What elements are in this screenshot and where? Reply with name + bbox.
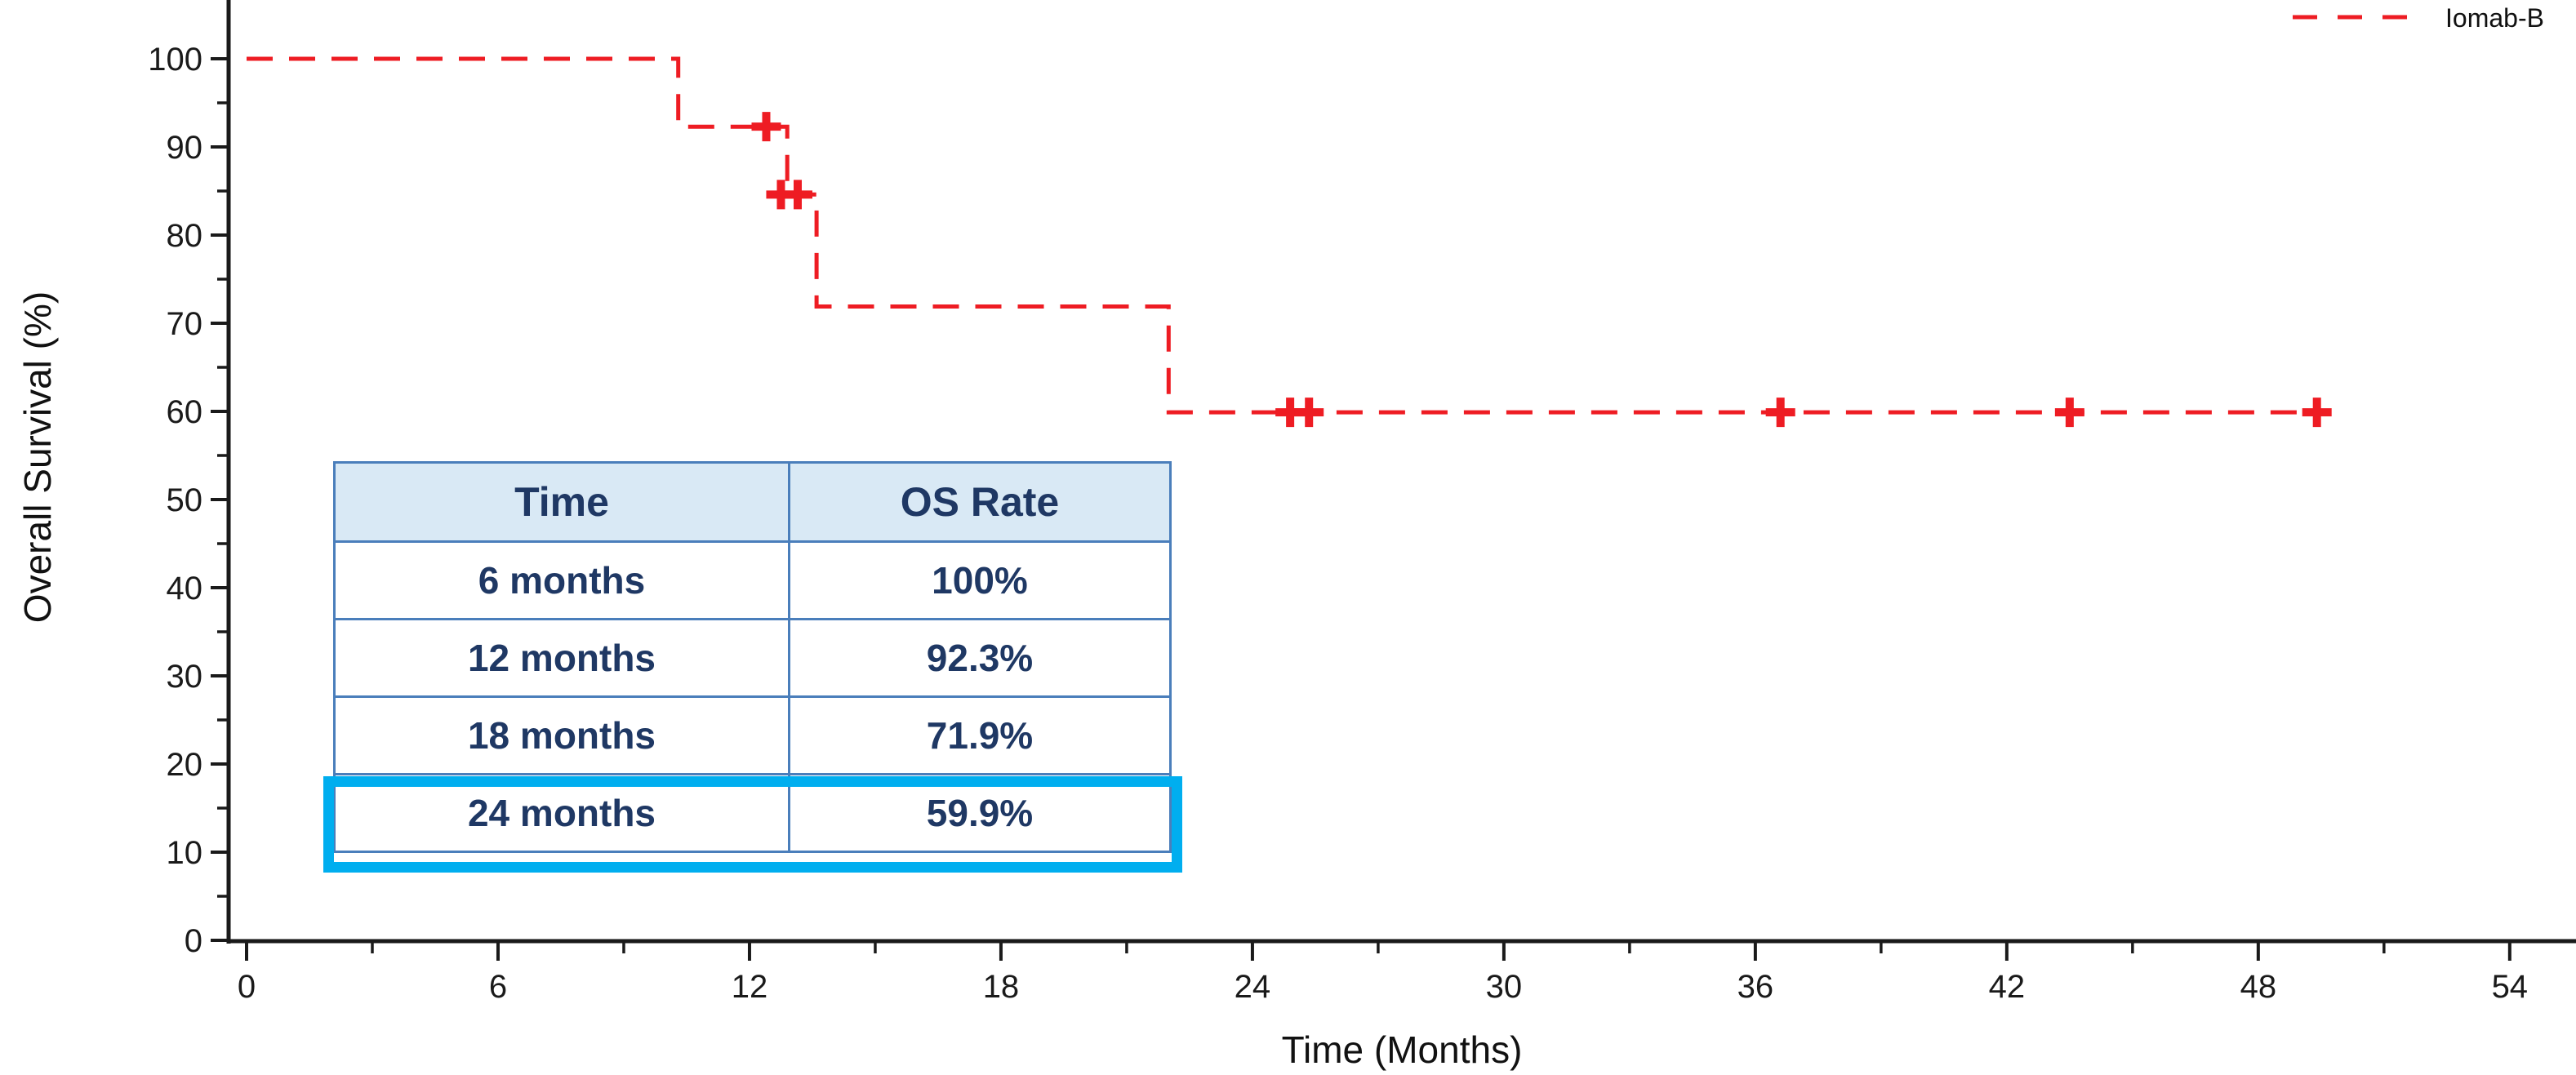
os-rate-table-body: 6 months 100% 12 months 92.3% 18 months 71.9%… — [333, 540, 1172, 853]
header-os-rate: OS Rate — [788, 461, 1172, 543]
time-cell: 24 months — [333, 773, 790, 853]
y-tick-label: 70 — [167, 306, 203, 342]
header-time: Time — [333, 461, 790, 543]
os-rate-table-container: Time OS Rate 6 months 100% 12 months 92.3% 18… — [333, 461, 1172, 853]
y-tick-label: 0 — [185, 923, 202, 959]
y-tick-label: 100 — [148, 42, 202, 78]
y-tick-label: 10 — [167, 835, 203, 871]
x-tick-label: 42 — [1989, 969, 2026, 1005]
os-rate-cell: 71.9% — [788, 695, 1172, 775]
y-tick-label: 80 — [167, 218, 203, 254]
x-tick-label: 30 — [1486, 969, 1523, 1005]
x-tick-label: 12 — [732, 969, 768, 1005]
y-tick-label: 50 — [167, 482, 203, 518]
os-rate-cell: 100% — [788, 540, 1172, 620]
os-rate-cell: 59.9% — [788, 773, 1172, 853]
table-row: 24 months 59.9% — [333, 773, 1172, 853]
x-tick-label: 18 — [983, 969, 1020, 1005]
table-row: 12 months 92.3% — [333, 618, 1172, 698]
y-tick-label: 40 — [167, 571, 203, 606]
axes — [211, 0, 2576, 961]
x-tick-label: 24 — [1235, 969, 1271, 1005]
table-row: 6 months 100% — [333, 540, 1172, 620]
time-cell: 6 months — [333, 540, 790, 620]
legend-label: Iomab-B — [2445, 3, 2544, 33]
y-tick-label: 30 — [167, 659, 203, 695]
x-tick-label: 0 — [238, 969, 256, 1005]
y-axis-title: Overall Survival (%) — [16, 291, 59, 623]
survival-curve-Iomab-B — [247, 56, 2325, 415]
y-tick-label: 60 — [167, 394, 203, 430]
x-tick-label: 48 — [2240, 969, 2277, 1005]
time-cell: 12 months — [333, 618, 790, 698]
x-axis-title: Time (Months) — [1282, 1028, 1523, 1071]
os-rate-table-head: Time OS Rate — [333, 461, 1172, 543]
x-tick-label: 6 — [489, 969, 507, 1005]
tick-labels: 0 10 20 30 40 50 60 70 80 90 100 0 6 12 18 24 30 36 42 48 54 — [148, 42, 2528, 1005]
table-header-row: Time OS Rate — [333, 461, 1172, 543]
censor-marks-Iomab-B — [751, 112, 2332, 428]
y-tick-label: 20 — [167, 747, 203, 783]
os-rate-table: Time OS Rate 6 months 100% 12 months 92.3% 18… — [333, 461, 1172, 853]
x-tick-label: 54 — [2492, 969, 2529, 1005]
table-row: 18 months 71.9% — [333, 695, 1172, 775]
os-rate-cell: 92.3% — [788, 618, 1172, 698]
legend: Iomab-B — [2293, 3, 2544, 33]
x-tick-label: 36 — [1737, 969, 1774, 1005]
y-tick-label: 90 — [167, 130, 203, 166]
time-cell: 18 months — [333, 695, 790, 775]
